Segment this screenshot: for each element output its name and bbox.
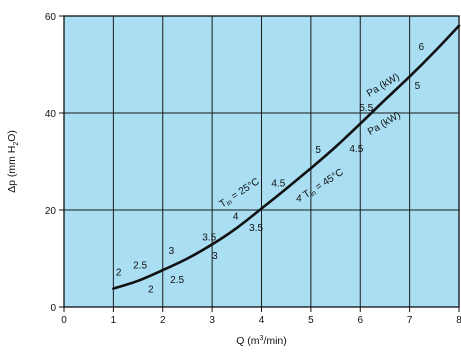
power-value-upper: 5 <box>315 145 321 156</box>
y-tick-label: 40 <box>45 109 57 120</box>
power-value-upper: 3.5 <box>202 233 216 244</box>
y-tick-label: 0 <box>50 303 56 314</box>
plot-border <box>63 15 460 308</box>
power-value-upper: 4 <box>233 212 239 223</box>
power-value-upper: 4.5 <box>271 179 285 190</box>
tick-labels: 0 1 2 3 4 5 6 7 8 0 20 40 60 <box>45 12 461 326</box>
x-axis-label: Q (m3/min) <box>236 335 287 347</box>
power-value-lower: 3.5 <box>249 223 263 234</box>
x-tick-label: 6 <box>357 315 363 326</box>
x-tick-label: 4 <box>259 315 265 326</box>
x-tick-label: 5 <box>308 315 314 326</box>
power-value-lower: 2 <box>148 284 154 295</box>
power-value-lower: 5 <box>415 81 421 92</box>
x-tick-label: 7 <box>407 315 413 326</box>
x-tick-label: 3 <box>209 315 215 326</box>
y-tick-label: 60 <box>45 12 57 23</box>
power-value-upper: 5.5 <box>359 103 373 114</box>
power-value-upper: 2 <box>116 267 122 278</box>
power-value-lower: 4 <box>296 193 302 204</box>
power-value-lower: 2.5 <box>170 275 184 286</box>
grid-lines <box>59 15 460 312</box>
power-value-upper: 2.5 <box>133 261 147 272</box>
power-value-lower: 4.5 <box>349 144 363 155</box>
series-curve <box>112 24 461 290</box>
y-tick-label: 20 <box>45 206 57 217</box>
power-value-upper: 6 <box>419 42 425 53</box>
x-tick-label: 8 <box>456 315 461 326</box>
x-tick-label: 1 <box>111 315 117 326</box>
y-axis-label: Δp (mm H2O) <box>6 130 20 193</box>
x-tick-label: 2 <box>160 315 166 326</box>
x-tick-label: 0 <box>61 315 67 326</box>
power-value-upper: 3 <box>169 246 175 257</box>
power-value-lower: 3 <box>212 251 218 262</box>
